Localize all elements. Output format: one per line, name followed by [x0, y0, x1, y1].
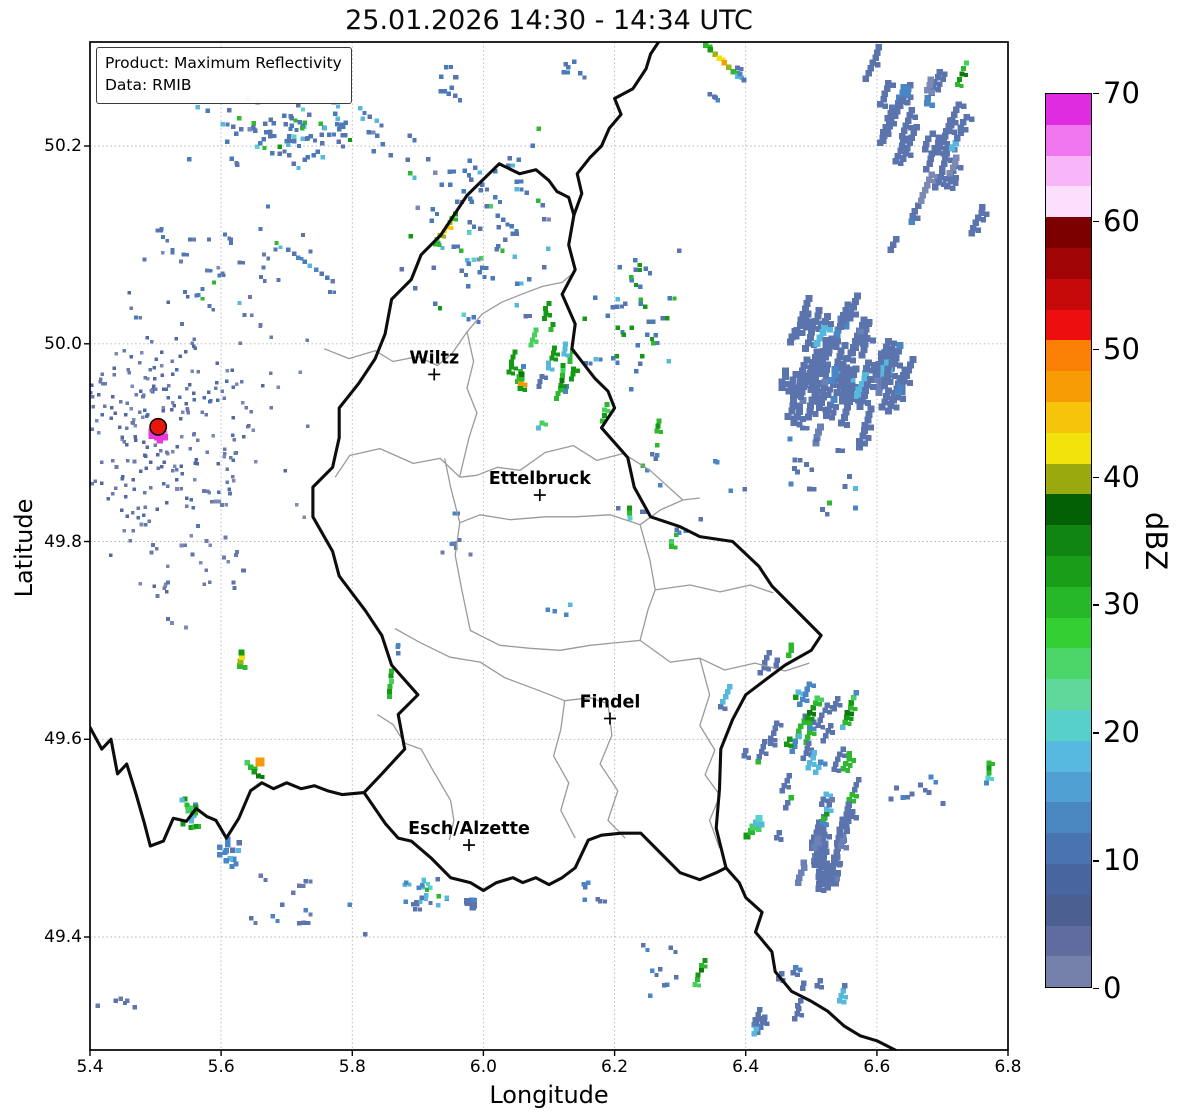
y-tick-label: 50.0 [44, 333, 82, 354]
colorbar-segment [1046, 340, 1091, 372]
colorbar-segment [1046, 833, 1091, 864]
x-tick-label: 6.4 [732, 1057, 760, 1077]
colorbar-tick [1093, 348, 1099, 351]
colorbar-segment [1046, 124, 1091, 156]
colorbar-tick-label: 30 [1103, 587, 1140, 622]
city-label: Ettelbruck [489, 469, 592, 489]
y-tick-label: 50.2 [44, 136, 82, 156]
colorbar-segment [1046, 186, 1091, 218]
colorbar-segment [1046, 278, 1091, 310]
y-tick-label: 49.6 [44, 729, 82, 750]
colorbar-tick-label: 70 [1103, 76, 1140, 110]
figure-title: 25.01.2026 14:30 - 14:34 UTC [345, 5, 753, 36]
colorbar-tick-label: 50 [1103, 331, 1140, 366]
colorbar-segment [1046, 155, 1091, 187]
colorbar-segment [1046, 648, 1091, 680]
colorbar-segment [1046, 925, 1091, 957]
x-tick-label: 5.6 [207, 1057, 235, 1077]
colorbar-segment [1046, 586, 1091, 618]
product-info-line2: Data: RMIB [105, 76, 192, 95]
country-borders [90, 42, 899, 1050]
colorbar-tick-label: 10 [1103, 843, 1140, 878]
colorbar-segment [1046, 371, 1091, 402]
colorbar-segment [1046, 894, 1091, 926]
x-axis-label: Longitude [489, 1081, 609, 1109]
colorbar-tick-label: 20 [1103, 715, 1140, 750]
colorbar-tick-label: 60 [1103, 203, 1140, 238]
plot-border [89, 41, 1009, 1051]
colorbar-segment [1046, 617, 1091, 649]
colorbar-segment [1046, 432, 1091, 464]
y-tick-label: 49.4 [44, 927, 82, 947]
colorbar-segment [1046, 863, 1091, 895]
echo-layer [90, 42, 996, 1037]
product-info-line1: Product: Maximum Reflectivity [105, 54, 342, 72]
city-marker: Ettelbruck [489, 469, 592, 502]
colorbar-tick [1093, 604, 1099, 606]
colorbar-tick [1093, 860, 1099, 862]
x-tick-label: 6.8 [994, 1057, 1022, 1077]
city-label: Wiltz [409, 348, 459, 368]
city-marker: Findel [580, 692, 641, 725]
x-tick-label: 5.8 [338, 1057, 366, 1077]
colorbar-unit-label: dBZ [1139, 511, 1173, 571]
y-tick-label: 49.8 [44, 531, 82, 552]
city-marker: Esch/Alzette [408, 819, 530, 852]
colorbar-segment [1046, 525, 1091, 556]
colorbar-segment [1046, 494, 1091, 526]
colorbar-segment [1046, 956, 1091, 988]
colorbar-tick [1093, 93, 1099, 95]
city-label: Esch/Alzette [408, 819, 530, 839]
colorbar-tick [1093, 220, 1099, 223]
colorbar-segment [1046, 555, 1091, 587]
colorbar-tick [1093, 988, 1099, 990]
colorbar-segment [1046, 679, 1091, 710]
colorbar-tick [1093, 476, 1099, 478]
colorbar-segment [1046, 247, 1091, 279]
colorbar-segment [1046, 217, 1091, 248]
colorbar-segment [1046, 740, 1091, 772]
colorbar-segment [1046, 94, 1091, 125]
x-tick-label: 5.4 [76, 1057, 104, 1077]
colorbar-segment [1046, 401, 1091, 433]
product-info-box: Product: Maximum Reflectivity Data: RMIB [96, 47, 352, 104]
y-axis-label: Latitude [10, 498, 38, 598]
city-marker: Wiltz [409, 348, 459, 381]
grid-lines [89, 42, 1009, 1050]
colorbar-segment [1046, 771, 1091, 803]
colorbar-segment [1046, 309, 1091, 341]
colorbar-tick [1093, 732, 1099, 734]
district-borders [323, 272, 810, 849]
colorbar-segment [1046, 802, 1091, 834]
radar-site-marker [149, 417, 168, 436]
x-tick-label: 6.6 [863, 1057, 891, 1077]
axis-ticks [84, 145, 1009, 1056]
colorbar [1045, 93, 1092, 988]
colorbar-segment [1046, 463, 1091, 495]
city-label: Findel [580, 692, 641, 712]
colorbar-tick-label: 0 [1103, 971, 1122, 1005]
x-tick-label: 6.0 [469, 1057, 497, 1077]
x-tick-label: 6.2 [601, 1057, 629, 1077]
colorbar-tick-label: 40 [1103, 459, 1140, 494]
colorbar-segment [1046, 709, 1091, 741]
